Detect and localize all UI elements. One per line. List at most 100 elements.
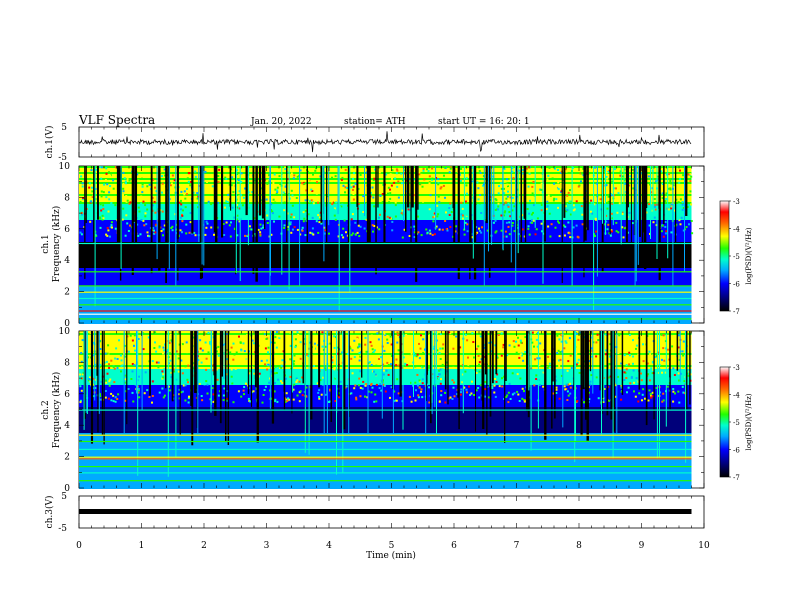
spectrogram-cell (355, 398, 358, 401)
spectrogram-cell (503, 375, 505, 378)
spectrogram-cell (283, 224, 286, 227)
spectrogram-cell (501, 385, 504, 388)
spectrogram-row (79, 457, 692, 459)
spectrogram-cell (506, 394, 509, 397)
spectrogram-cell (500, 187, 503, 190)
spectrogram-cell (273, 332, 276, 335)
spectrogram-cell (131, 339, 134, 342)
spectrogram-cell (540, 222, 543, 225)
spectrogram-cell (577, 188, 580, 191)
spectrogram-cell (280, 380, 282, 383)
y-tick-label: 2 (64, 453, 70, 463)
spectrogram-cell (248, 169, 251, 172)
spectrogram-cell (133, 334, 136, 337)
spectrogram-cell (501, 377, 503, 380)
spectrogram-cell (294, 338, 297, 341)
spectrogram-streak (405, 166, 407, 232)
spectrogram-cell (273, 220, 275, 223)
spectrogram-cell (678, 379, 680, 382)
spectrogram-cell (187, 180, 190, 183)
spectrogram-cell (390, 363, 392, 366)
spectrogram-cell (573, 208, 576, 211)
spectrogram-cell (555, 388, 558, 391)
spectrogram-cell (616, 359, 619, 362)
spectrogram-cell (394, 177, 397, 180)
spectrogram-cell (517, 344, 520, 347)
spectrogram-spike (463, 166, 465, 230)
spectrogram-streak (215, 166, 218, 261)
spectrogram-cell (262, 332, 265, 335)
spectrogram-cell (477, 387, 480, 389)
spectrogram-cell (236, 365, 239, 367)
spectrogram-cell (505, 168, 508, 171)
spectrogram-cell (309, 231, 312, 234)
spectrogram-cell (359, 375, 362, 378)
spectrogram-cell (344, 168, 347, 171)
spectrogram-cell (564, 225, 567, 228)
spectrogram-cell (116, 358, 119, 360)
spectrogram-cell (95, 171, 98, 174)
spectrogram-spike (574, 331, 576, 463)
spectrogram-cell (446, 370, 448, 373)
spectrogram-cell (175, 350, 178, 353)
spectrogram-cell (652, 167, 655, 170)
spectrogram-cell (383, 332, 386, 335)
spectrogram-cell (141, 183, 144, 186)
spectrogram-cell (475, 372, 478, 374)
spectrogram-cell (181, 372, 184, 375)
spectrogram-cell (266, 179, 269, 182)
spectrogram-cell (595, 376, 598, 379)
spectrogram-cell (664, 377, 667, 380)
spectrogram-cell (144, 198, 147, 201)
spectrogram-cell (554, 205, 556, 208)
spectrogram-cell (427, 366, 430, 369)
spectrogram-cell (493, 201, 496, 204)
spectrogram-row (79, 483, 692, 485)
spectrogram-cell (216, 378, 219, 381)
spectrogram-streak (227, 331, 230, 445)
spectrogram-cell (114, 400, 117, 403)
spectrogram-cell (541, 375, 544, 378)
spectrogram-cell (558, 365, 561, 367)
spectrogram-cell (455, 225, 457, 228)
spectrogram-cell (673, 374, 676, 376)
spectrogram-streak (601, 331, 604, 398)
spectrogram-cell (476, 181, 479, 184)
spectrogram-cell (655, 354, 658, 357)
spectrogram-cell (146, 231, 149, 234)
spectrogram-cell (572, 226, 575, 229)
spectrogram-cell (99, 166, 102, 169)
spectrogram-cell (184, 197, 187, 200)
spectrogram-cell (199, 339, 202, 342)
spectrogram-row (79, 306, 692, 308)
spectrogram-cell (500, 332, 503, 335)
spectrogram-cell (556, 334, 559, 337)
spectrogram-cell (494, 198, 497, 201)
spectrogram-cell (371, 224, 374, 227)
spectrogram-cell (105, 379, 107, 382)
spectrogram-row (79, 292, 692, 294)
spectrogram-cell (594, 235, 596, 237)
spectrogram-streak (669, 331, 671, 410)
spectrogram-cell (632, 362, 634, 365)
spectrogram-cell (390, 355, 393, 357)
spectrogram-cell (418, 379, 421, 382)
spectrogram-cell (373, 225, 376, 227)
spectrogram-cell (527, 227, 530, 230)
spectrogram-cell (682, 174, 685, 177)
spectrogram-cell (100, 209, 103, 212)
spectrogram-cell (622, 211, 625, 214)
spectrogram-cell (606, 184, 609, 187)
spectrogram-cell (354, 233, 357, 236)
spectrogram-cell (298, 380, 301, 383)
spectrogram-spike (502, 166, 504, 249)
spectrogram-cell (428, 181, 431, 184)
spectrogram-cell (478, 337, 481, 340)
spectrogram-cell (424, 348, 426, 351)
spectrogram-cell (280, 364, 283, 367)
spectrogram-cell (185, 341, 188, 344)
spectrogram-cell (333, 368, 336, 371)
spectrogram-cell (128, 179, 131, 182)
spectrogram-cell (565, 170, 568, 173)
spectrogram-cell (162, 373, 165, 376)
